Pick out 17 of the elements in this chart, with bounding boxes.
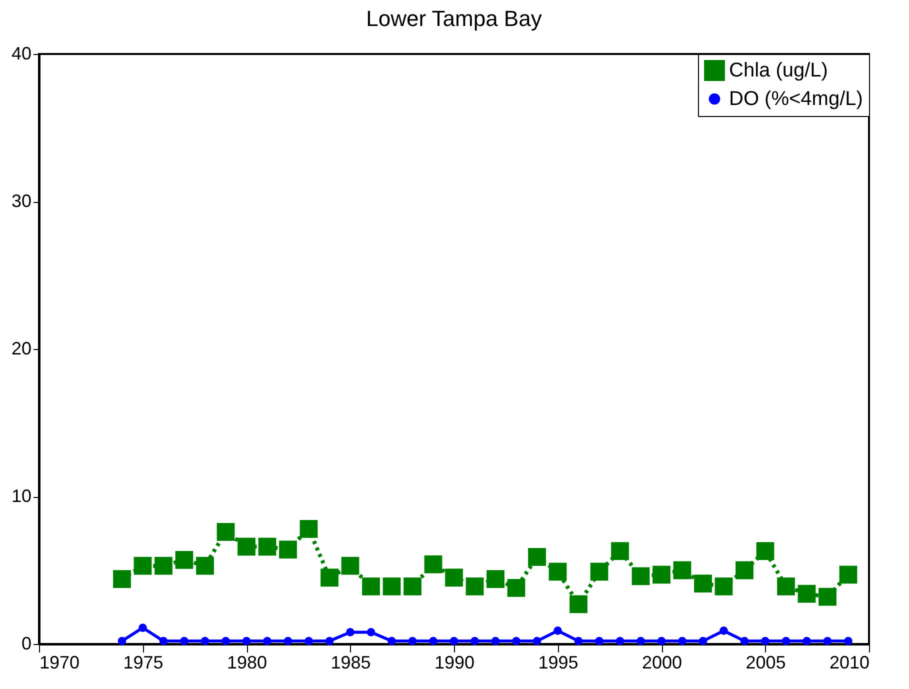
y-tick-label: 40 [11, 44, 32, 64]
y-tick-label: 0 [21, 634, 32, 654]
x-tick-label: 1970 [40, 652, 80, 672]
x-tick-label: 1985 [330, 652, 371, 672]
chart-title: Lower Tampa Bay [366, 6, 542, 31]
legend-label: DO (%<4mg/L) [729, 88, 863, 110]
x-tick-label: 2000 [642, 652, 682, 672]
x-tick-label: 1975 [123, 652, 164, 672]
x-tick-label: 2005 [746, 652, 786, 672]
x-tick-label: 1980 [226, 652, 268, 672]
y-tick-label: 30 [11, 191, 32, 211]
y-tick-label: 10 [11, 486, 32, 506]
y-tick-label: 20 [11, 338, 32, 358]
x-tick-label: 1995 [538, 652, 578, 672]
legend-label: Chla (ug/L) [729, 60, 828, 82]
x-tick-label: 1990 [434, 652, 475, 672]
x-tick-label: 2010 [829, 652, 870, 672]
